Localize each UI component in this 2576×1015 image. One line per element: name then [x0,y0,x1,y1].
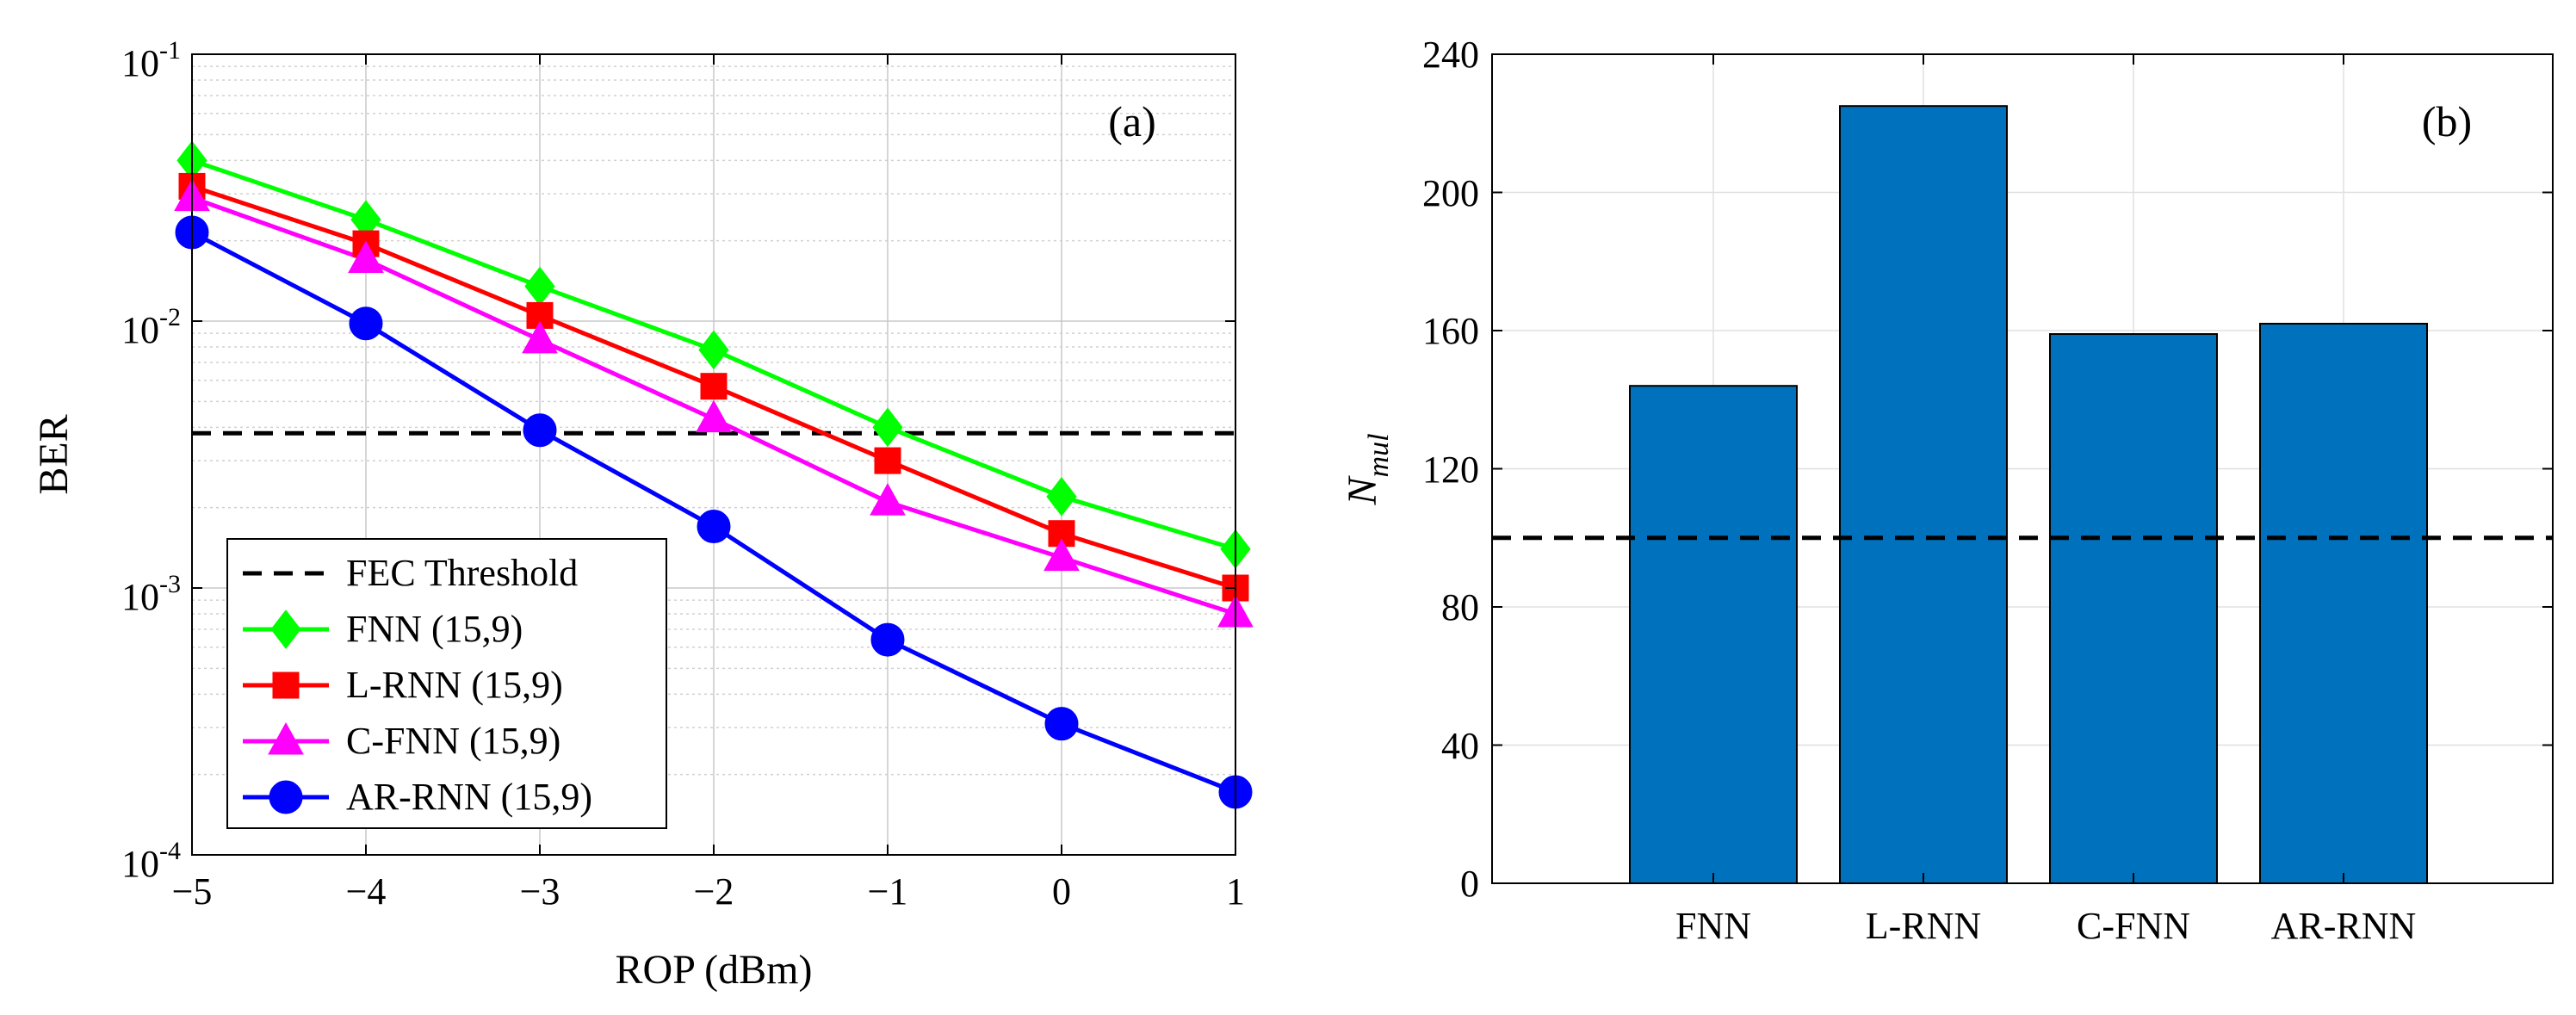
x-tick-label: −2 [694,870,734,913]
legend-label-lrnn: L-RNN (15,9) [346,664,563,706]
x-tick-label: −5 [172,870,213,913]
legend-swatches [243,571,329,814]
bar-l-rnn [1839,105,2008,884]
data-point [1043,538,1080,572]
y-tick-label: 40 [1441,725,1479,767]
y-tick-label: 0 [1460,863,1479,905]
legend-swatch-marker [270,610,301,649]
legend-label-cfnn: C-FNN (15,9) [346,720,560,762]
bar-fnn [1629,385,1798,884]
ticks-b [1492,53,2553,884]
x-tick-label: 0 [1052,870,1071,913]
data-point [523,413,557,448]
y-axis-label: BER [31,414,77,494]
data-point [349,306,383,341]
data-point [522,320,558,354]
y-tick-label: 10-1 [121,36,181,84]
data-point [700,373,728,400]
y-axis-label-b: Nmul [1340,433,1395,505]
x-tick-label: 1 [1226,870,1245,913]
legend-label-fec: FEC Threshold [346,552,578,594]
legend-label-arrnn: AR-RNN (15,9) [346,776,592,818]
bar-ar-rnn [2259,322,2428,885]
y-tick-label: 240 [1422,34,1479,76]
data-point [1046,477,1077,517]
x-tick-label: FNN [1675,905,1751,947]
y-tick-label: 10-4 [121,837,181,885]
x-tick-label: −3 [520,870,560,913]
data-point [348,240,384,274]
ber-line-chart: 10-1 10-2 10-3 10-4 −5 −4 −3 −2 −1 0 1 R… [31,36,1254,993]
legend-label-fnn: FNN (15,9) [346,608,523,650]
panel-label-a: (a) [1108,97,1156,145]
bar-c-fnn [2049,333,2218,884]
data-point [872,407,903,448]
y-tick-label: 120 [1422,449,1479,491]
x-tick-label: C-FNN [2077,905,2190,947]
x-tick-label: −4 [346,870,387,913]
y-tick-label: 10-2 [121,303,181,351]
legend-swatch-marker [272,672,300,699]
x-tick-label: AR-RNN [2271,905,2417,947]
panel-label-b: (b) [2422,97,2472,145]
x-tick-label: L-RNN [1866,905,1981,947]
y-tick-label: 10-3 [121,570,181,618]
y-tick-label: 160 [1422,310,1479,352]
y-tick-label: 200 [1422,172,1479,214]
ticks-a [191,53,1236,856]
data-point [696,399,732,433]
data-point [697,510,731,544]
y-tick-label: 80 [1441,586,1479,628]
legend-swatch-marker [268,721,304,755]
data-point [870,622,905,657]
nmul-bar-chart: 0 40 80 120 160 200 240 FNN L-RNN C-FNN … [1340,34,2554,947]
data-point [1044,707,1079,741]
data-point [698,330,729,370]
data-point [874,447,901,474]
x-tick-label: −1 [868,870,908,913]
data-point [870,483,906,516]
x-axis-label: ROP (dBm) [616,947,813,993]
legend-swatch-marker [269,780,303,814]
bars [1629,105,2428,885]
legend: FEC Threshold FNN (15,9) L-RNN (15,9) C-… [226,538,667,829]
